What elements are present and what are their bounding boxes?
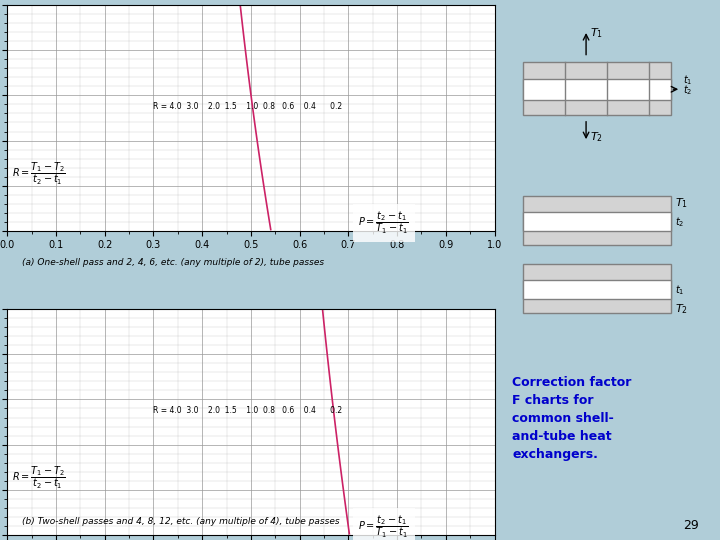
Text: $T_1$: $T_1$ bbox=[590, 26, 603, 40]
Text: $P = \dfrac{t_2 - t_1}{T_1 - t_1}$: $P = \dfrac{t_2 - t_1}{T_1 - t_1}$ bbox=[358, 210, 409, 236]
Text: $P = \dfrac{t_2 - t_1}{T_1 - t_1}$: $P = \dfrac{t_2 - t_1}{T_1 - t_1}$ bbox=[358, 514, 409, 540]
Text: $t_1$: $t_1$ bbox=[683, 73, 693, 87]
Text: (a) One-shell pass and 2, 4, 6, etc. (any multiple of 2), tube passes: (a) One-shell pass and 2, 4, 6, etc. (an… bbox=[22, 258, 324, 267]
FancyBboxPatch shape bbox=[523, 280, 670, 299]
Text: Correction factor
F charts for
common shell-
and-tube heat
exchangers.: Correction factor F charts for common sh… bbox=[512, 376, 631, 462]
FancyBboxPatch shape bbox=[523, 197, 670, 245]
FancyBboxPatch shape bbox=[523, 79, 670, 100]
Text: R = 4.0  3.0    2.0  1.5    1.0  0.8   0.6    0.4      0.2: R = 4.0 3.0 2.0 1.5 1.0 0.8 0.6 0.4 0.2 bbox=[153, 102, 343, 111]
FancyBboxPatch shape bbox=[523, 212, 670, 231]
Text: $t_2$: $t_2$ bbox=[675, 215, 684, 229]
Text: $T_2$: $T_2$ bbox=[590, 130, 603, 144]
Text: $t_2$: $t_2$ bbox=[683, 84, 693, 97]
Text: $R = \dfrac{T_1 - T_2}{t_2 - t_1}$: $R = \dfrac{T_1 - T_2}{t_2 - t_1}$ bbox=[12, 464, 66, 491]
Text: $t_1$: $t_1$ bbox=[675, 284, 684, 297]
Text: $R = \dfrac{T_1 - T_2}{t_2 - t_1}$: $R = \dfrac{T_1 - T_2}{t_2 - t_1}$ bbox=[12, 160, 66, 187]
Text: $T_2$: $T_2$ bbox=[675, 302, 688, 316]
Text: (b) Two-shell passes and 4, 8, 12, etc. (any multiple of 4), tube passes: (b) Two-shell passes and 4, 8, 12, etc. … bbox=[22, 517, 339, 526]
FancyBboxPatch shape bbox=[523, 264, 670, 313]
Text: R = 4.0  3.0    2.0  1.5    1.0  0.8   0.6    0.4      0.2: R = 4.0 3.0 2.0 1.5 1.0 0.8 0.6 0.4 0.2 bbox=[153, 406, 343, 415]
Text: 29: 29 bbox=[683, 519, 698, 532]
Text: $T_1$: $T_1$ bbox=[675, 196, 688, 210]
FancyBboxPatch shape bbox=[523, 62, 670, 114]
